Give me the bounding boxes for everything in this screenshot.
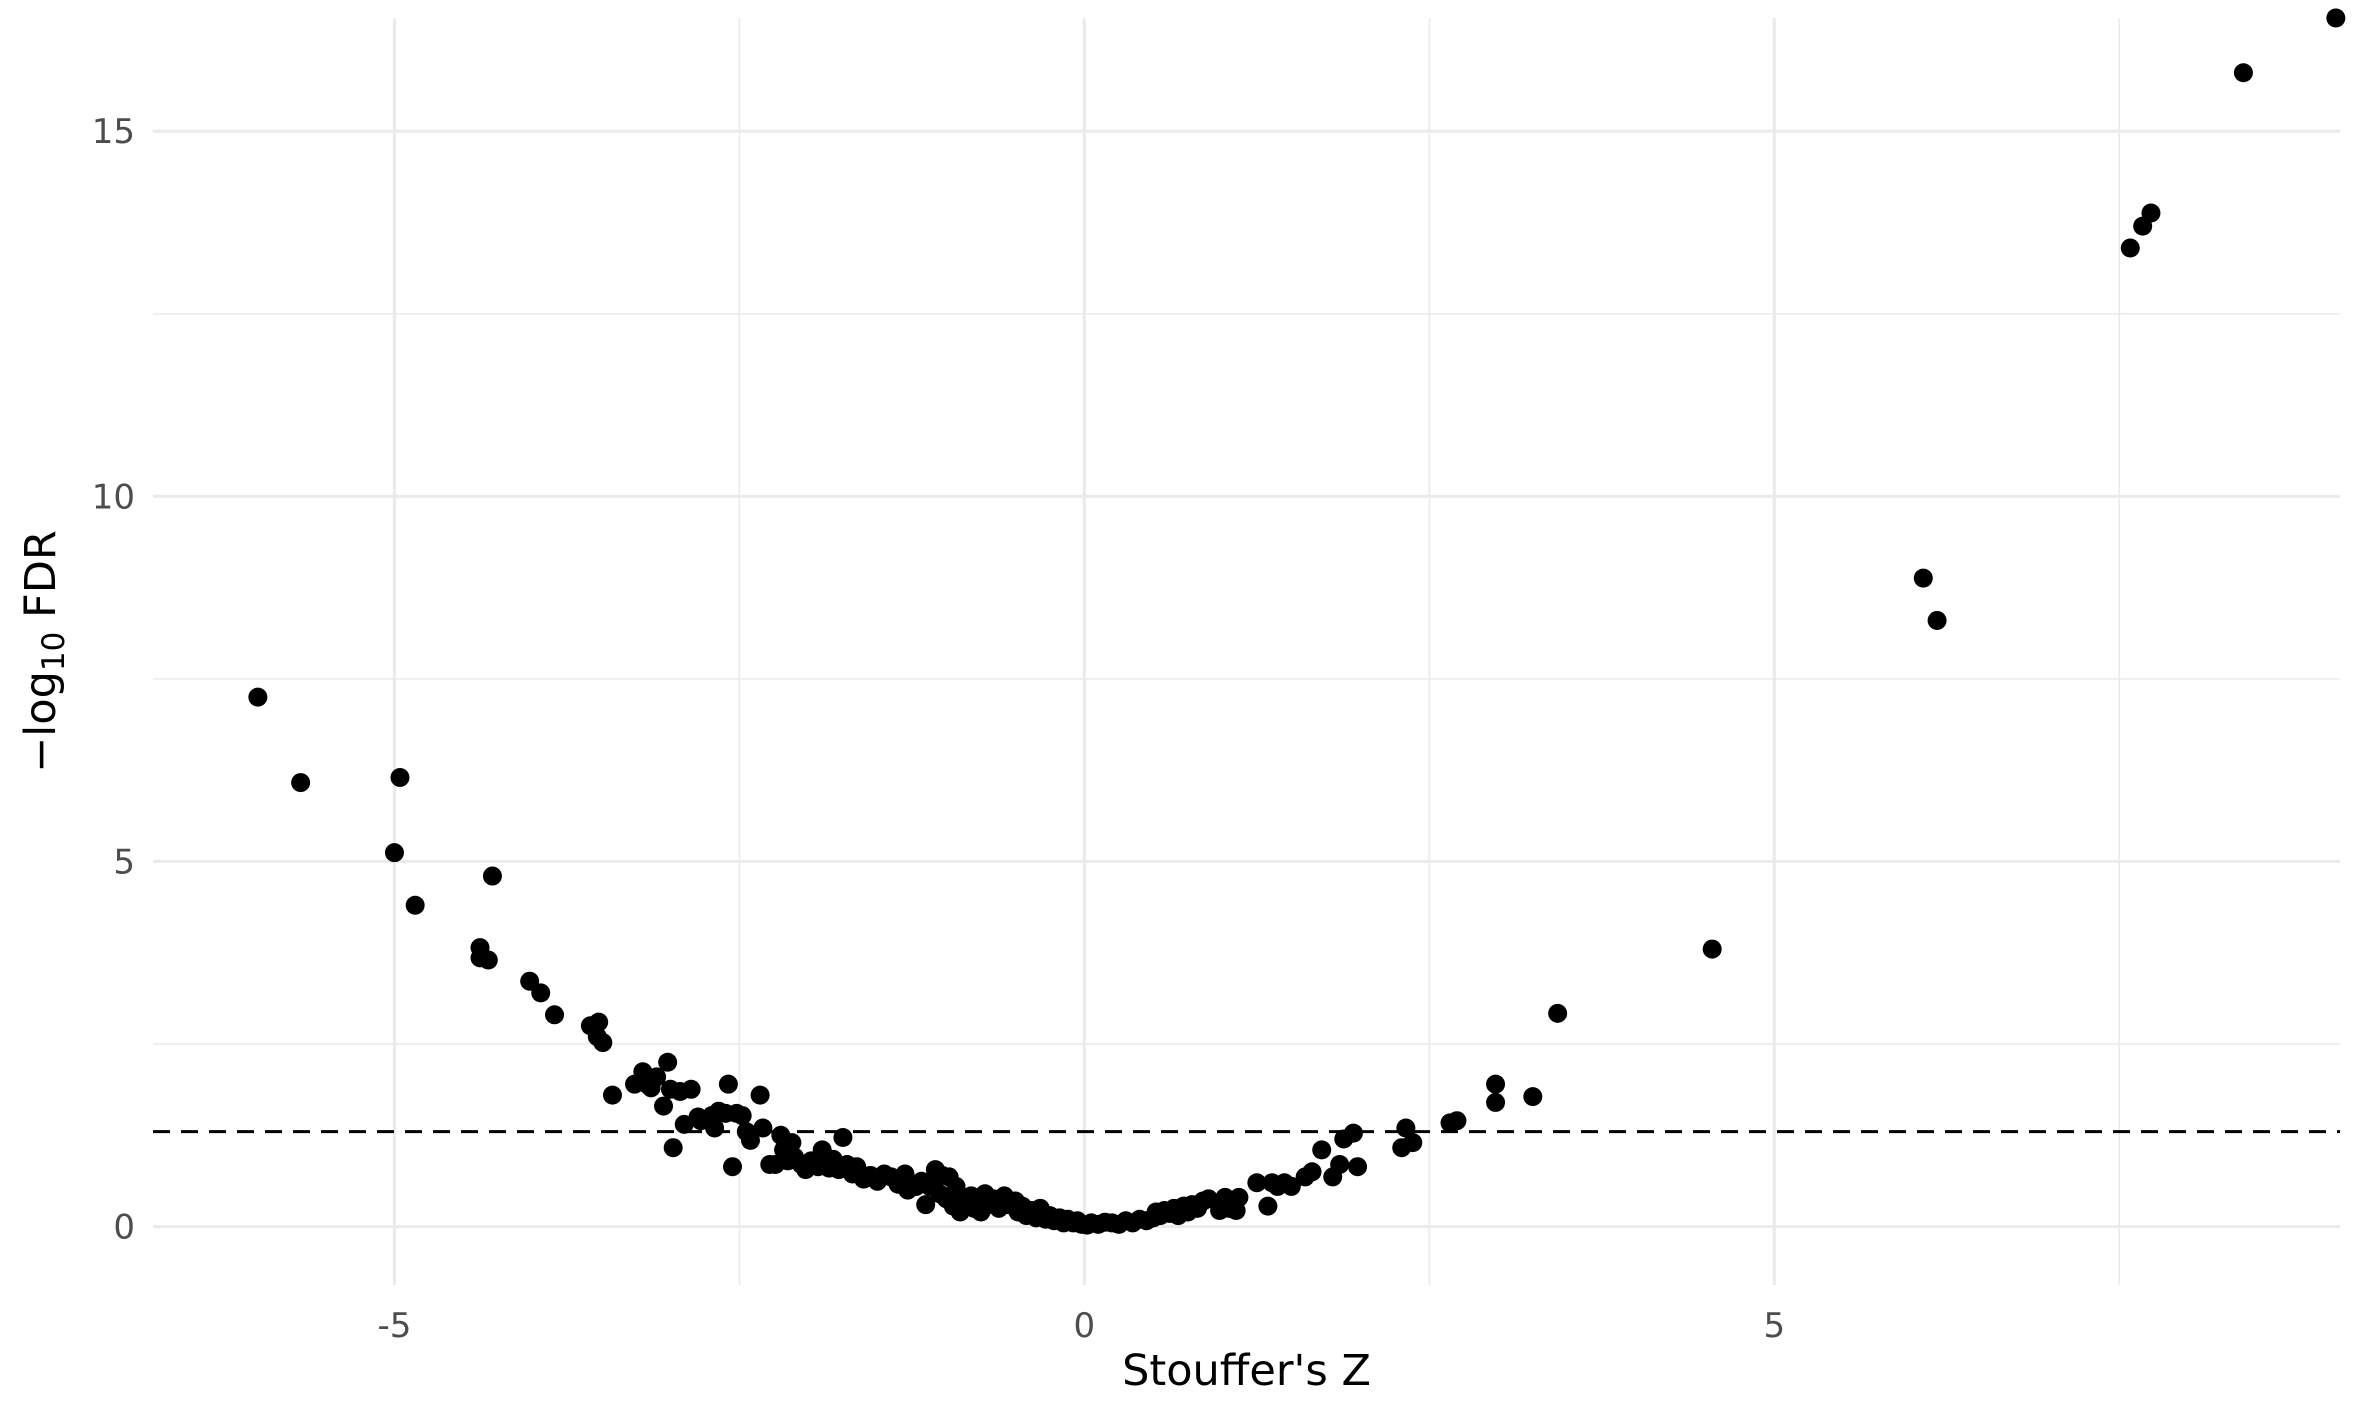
data-point-58	[833, 1127, 853, 1147]
x-axis-title: Stouffer's Z	[1122, 1346, 1371, 1396]
data-point-15	[593, 1033, 613, 1053]
data-point-144	[1281, 1176, 1301, 1196]
data-point-68	[895, 1164, 915, 1184]
grid	[153, 18, 2340, 1285]
data-point-42	[753, 1118, 773, 1138]
data-point-151	[1343, 1123, 1363, 1143]
data-point-21	[647, 1067, 667, 1087]
data-point-13	[589, 1012, 609, 1032]
data-point-38	[732, 1106, 752, 1126]
data-point-35	[718, 1074, 738, 1094]
data-point-146	[1302, 1162, 1322, 1182]
data-point-10	[531, 983, 551, 1003]
data-point-168	[2233, 63, 2253, 83]
data-point-40	[740, 1130, 760, 1150]
data-point-152	[1348, 1157, 1368, 1177]
data-point-169	[2326, 8, 2346, 28]
data-point-147	[1312, 1140, 1332, 1160]
data-point-24	[663, 1138, 683, 1158]
data-point-4	[405, 895, 425, 915]
data-point-161	[1548, 1003, 1568, 1023]
y-axis-title-subscript: 10	[36, 632, 72, 671]
data-point-5	[482, 866, 502, 886]
data-point-138	[1229, 1187, 1249, 1207]
y-axis-title-suffix: FDR	[16, 530, 66, 631]
data-point-1	[291, 773, 311, 793]
y-tick-label-1: 5	[113, 842, 135, 882]
data-point-157	[1447, 1111, 1467, 1131]
data-point-72	[916, 1195, 936, 1215]
data-point-165	[2120, 238, 2140, 258]
data-point-154	[1396, 1118, 1416, 1138]
data-point-23	[654, 1096, 674, 1116]
y-tick-label-2: 10	[92, 477, 135, 517]
data-point-140	[1258, 1196, 1278, 1216]
data-point-139	[1247, 1173, 1267, 1193]
data-point-48	[782, 1133, 802, 1153]
data-point-162	[1702, 939, 1722, 959]
data-point-27	[681, 1079, 701, 1099]
data-point-158	[1486, 1074, 1506, 1094]
data-point-11	[545, 1005, 565, 1025]
data-point-2	[390, 767, 410, 787]
y-axis-title-prefix: −log	[16, 671, 66, 773]
data-point-167	[2141, 203, 2161, 223]
data-point-164	[1927, 610, 1947, 630]
data-point-155	[1403, 1133, 1423, 1153]
data-point-163	[1913, 568, 1933, 588]
data-points	[248, 8, 2346, 1235]
x-tick-label-0: -5	[378, 1306, 412, 1346]
data-point-16	[602, 1085, 622, 1105]
x-tick-label-1: 0	[1074, 1306, 1096, 1346]
data-point-33	[705, 1118, 725, 1138]
data-point-0	[248, 687, 268, 707]
x-axis-ticks: -5 0 5	[378, 1306, 1786, 1346]
data-point-22	[658, 1052, 678, 1072]
data-point-8	[478, 950, 498, 970]
y-tick-label-0: 0	[113, 1208, 135, 1248]
y-axis-ticks: 0 5 10 15	[92, 112, 135, 1247]
data-point-41	[750, 1085, 770, 1105]
data-point-159	[1486, 1092, 1506, 1112]
data-point-3	[384, 843, 404, 863]
data-point-149	[1330, 1155, 1350, 1175]
data-point-36	[723, 1157, 743, 1177]
data-point-160	[1523, 1087, 1543, 1107]
x-tick-label-2: 5	[1763, 1306, 1785, 1346]
y-tick-label-3: 15	[92, 112, 135, 152]
y-axis-title: −log10 FDR	[16, 530, 72, 772]
